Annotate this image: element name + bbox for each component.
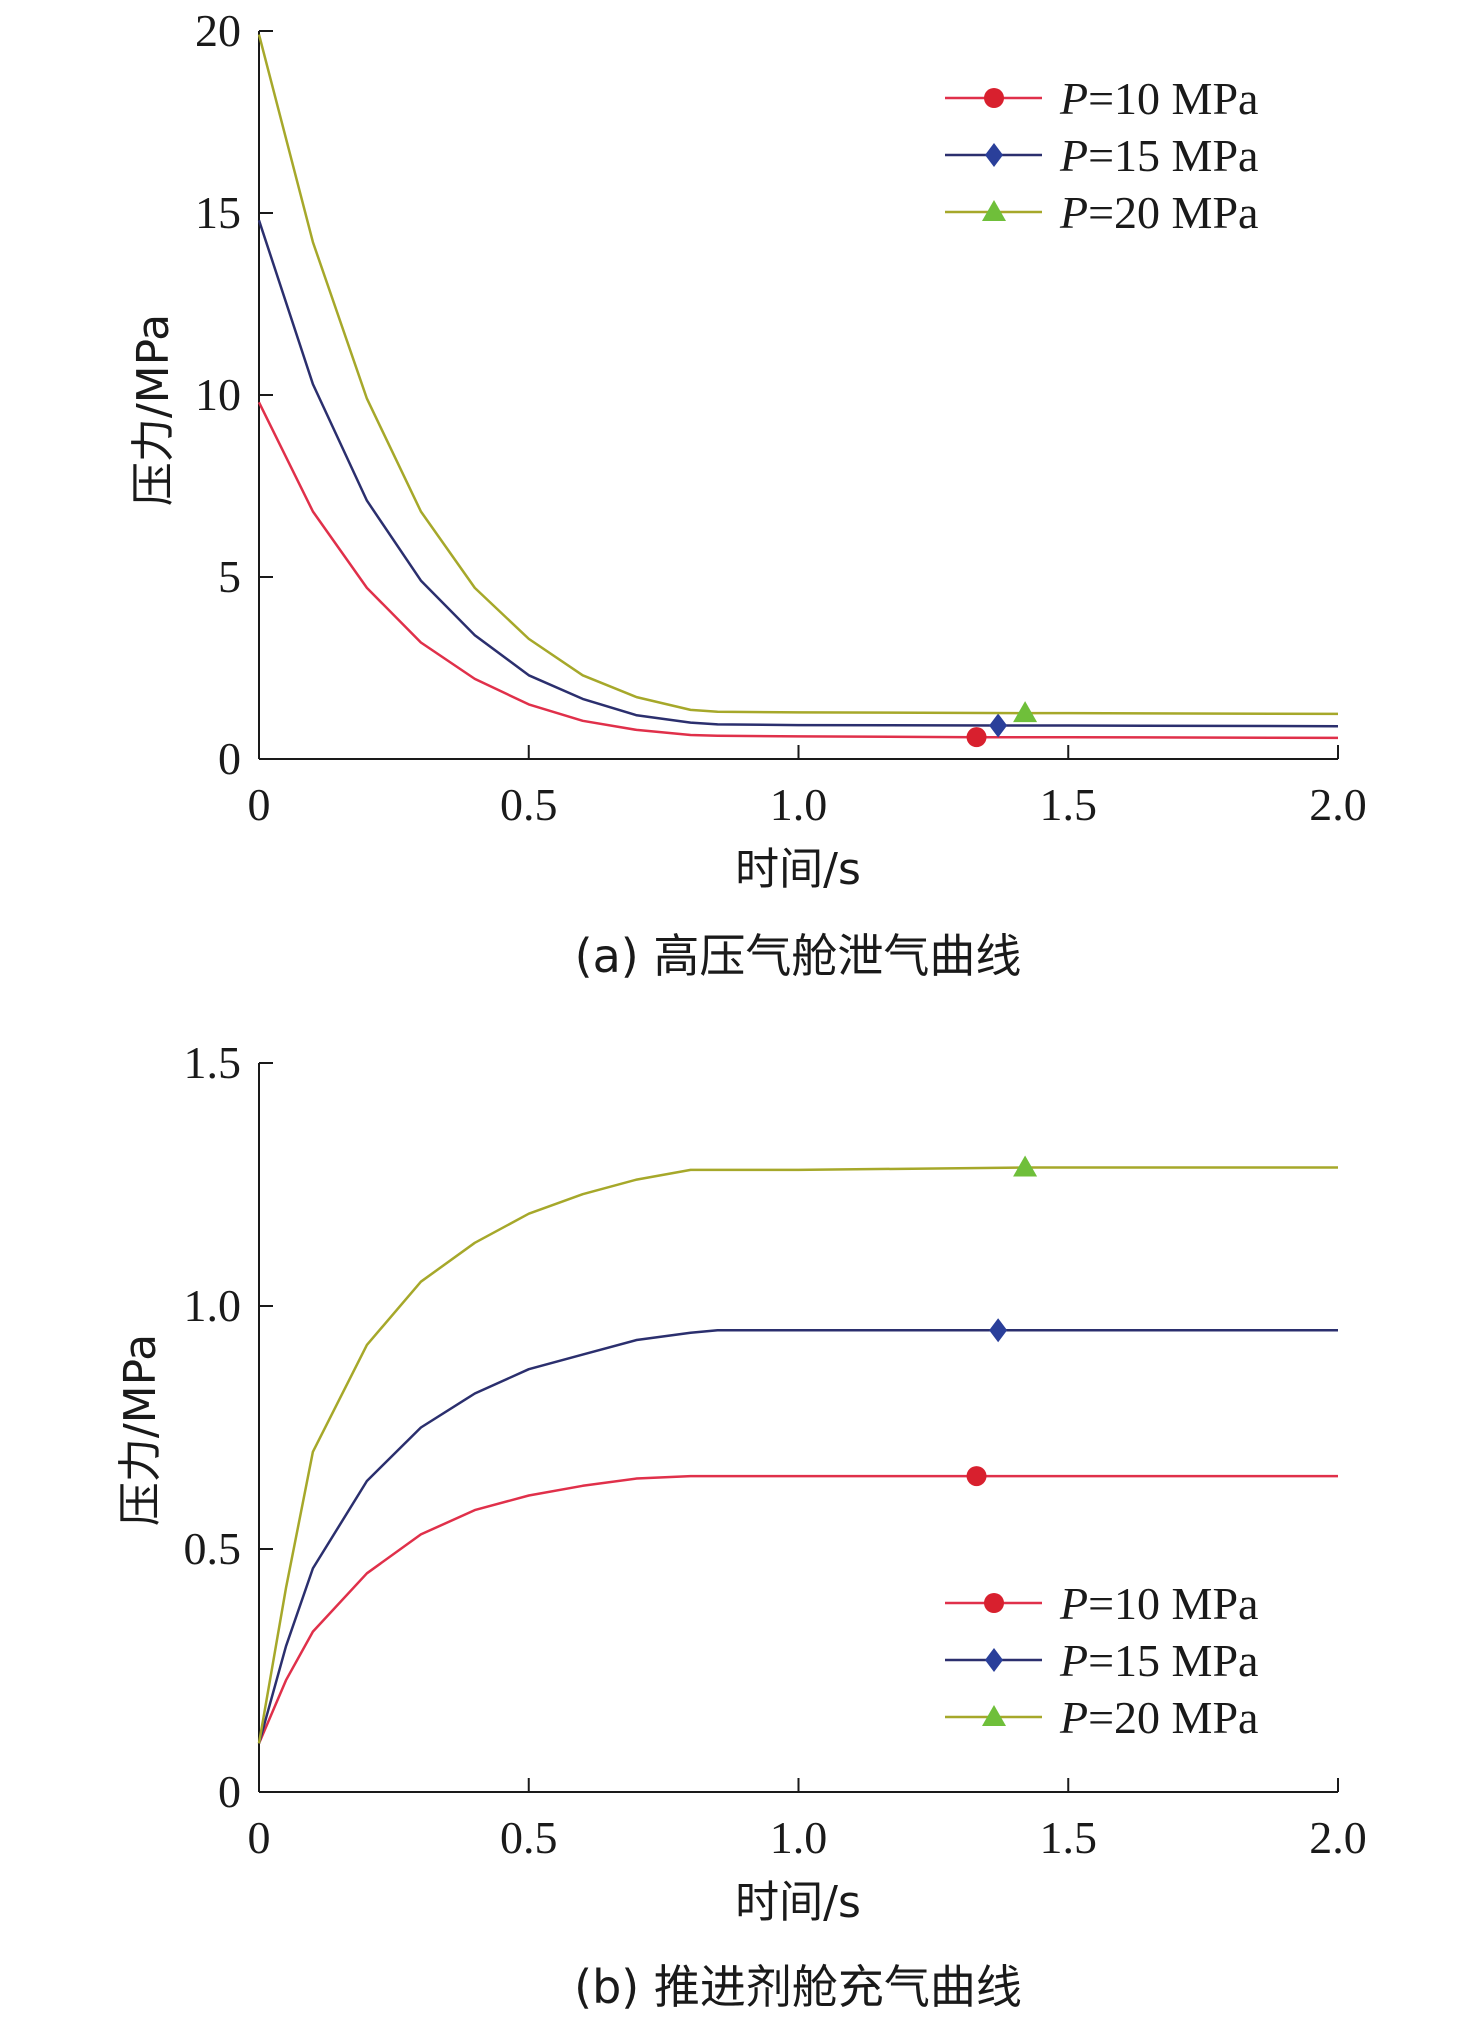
chart-a-series-line-0: [257, 401, 1339, 740]
chart-a-series-marker-0: [966, 727, 987, 748]
chart-a-xlabel: 时间/s: [735, 844, 861, 895]
chart-b-legend-label-var-1: P: [1059, 1635, 1088, 1686]
chart-b-series-line-2: [257, 1166, 1338, 1744]
chart-a-x-ticks: 0 0.5 1.0 1.5 2.0: [248, 745, 1367, 830]
chart-a-legend-label-var-1: P: [1059, 130, 1088, 181]
chart-b-legend-label-value-1: =15 MPa: [1088, 1635, 1258, 1686]
chart-a-legend-marker-0: [984, 88, 1004, 108]
chart-b-legend-marker-1: [985, 1648, 1003, 1672]
chart-b-legend-label-2: P=20 MPa: [1059, 1692, 1258, 1743]
chart-a-caption: (a) 高压气舱泄气曲线: [575, 929, 1022, 983]
chart-b-legend-label-value-0: =10 MPa: [1088, 1578, 1258, 1629]
chart-a-ytick-label: 0: [218, 733, 241, 784]
chart-b-xtick-label: 2.0: [1309, 1812, 1367, 1863]
chart-a-series-marker-1: [989, 713, 1008, 738]
chart-a-series-marker-2: [1013, 701, 1038, 723]
chart-a-xtick-label: 1.0: [770, 779, 828, 830]
chart-a-legend-label-0: P=10 MPa: [1059, 73, 1258, 124]
chart-b-legend-label-value-2: =20 MPa: [1088, 1692, 1258, 1743]
chart-b-ytick-label: 1.5: [184, 1037, 242, 1088]
chart-a-legend-label-value-2: =20 MPa: [1088, 187, 1258, 238]
chart-b-ylabel: 压力/MPa: [115, 1334, 166, 1526]
chart-a-xtick-label: 1.5: [1040, 779, 1098, 830]
chart-b-xtick-label: 0.5: [500, 1812, 558, 1863]
chart-a-xtick-label: 2.0: [1309, 779, 1367, 830]
chart-a-series-line-2: [257, 34, 1339, 716]
chart-b-legend-label-var-2: P: [1059, 1692, 1088, 1743]
chart-a-series-line-1: [257, 219, 1339, 728]
chart-b-ytick-label: 1.0: [184, 1280, 242, 1331]
chart-b-series-line-0: [257, 1474, 1338, 1744]
chart-a-xtick-label: 0: [248, 779, 271, 830]
chart-b-caption: (b) 推进剂舱充气曲线: [574, 1960, 1022, 2014]
chart-a-ytick-label: 5: [218, 551, 241, 602]
chart-b-legend-label-0: P=10 MPa: [1059, 1578, 1258, 1629]
chart-b-series: [257, 1155, 1338, 1744]
chart-a-legend-label-value-0: =10 MPa: [1088, 73, 1258, 124]
chart-b-xtick-label: 1.0: [770, 1812, 828, 1863]
chart-a-legend-marker-1: [985, 143, 1003, 167]
chart-a-ytick-label: 15: [195, 187, 241, 238]
chart-b-xtick-label: 1.5: [1040, 1812, 1098, 1863]
chart-b-legend-label-1: P=15 MPa: [1059, 1635, 1258, 1686]
chart-a-legend-label-var-2: P: [1059, 187, 1088, 238]
chart-a-legend-label-value-1: =15 MPa: [1088, 130, 1258, 181]
chart-b-series-marker-2: [1013, 1155, 1038, 1177]
chart-b-legend-label-var-0: P: [1059, 1578, 1088, 1629]
chart-b-ytick-label: 0: [218, 1766, 241, 1817]
chart-b-x-ticks: 0 0.5 1.0 1.5 2.0: [248, 1778, 1367, 1863]
chart-a-ylabel: 压力/MPa: [128, 314, 179, 506]
chart-b-series-marker-1: [989, 1318, 1008, 1343]
chart-b-xlabel: 时间/s: [735, 1877, 861, 1928]
chart-a-legend-label-var-0: P: [1059, 73, 1088, 124]
chart-a-y-ticks: 0 5 10 15 20: [195, 5, 273, 784]
chart-a-ytick-label: 10: [195, 369, 241, 420]
chart-a-xtick-label: 0.5: [500, 779, 558, 830]
chart-b-series-line-1: [257, 1329, 1338, 1744]
chart-a-legend-label-2: P=20 MPa: [1059, 187, 1258, 238]
chart-a-series: [257, 34, 1339, 748]
chart-b-legend-marker-2: [982, 1705, 1006, 1726]
chart-b-legend-marker-0: [984, 1593, 1004, 1613]
chart-a-legend-label-1: P=15 MPa: [1059, 130, 1258, 181]
chart-a-ytick-label: 20: [195, 5, 241, 56]
chart-b-series-marker-0: [966, 1466, 987, 1487]
chart-b-ytick-label: 0.5: [184, 1523, 242, 1574]
chart-a-legend-marker-2: [982, 200, 1006, 221]
chart-b-xtick-label: 0: [248, 1812, 271, 1863]
chart-b-y-ticks: 0 0.5 1.0 1.5: [184, 1037, 273, 1817]
